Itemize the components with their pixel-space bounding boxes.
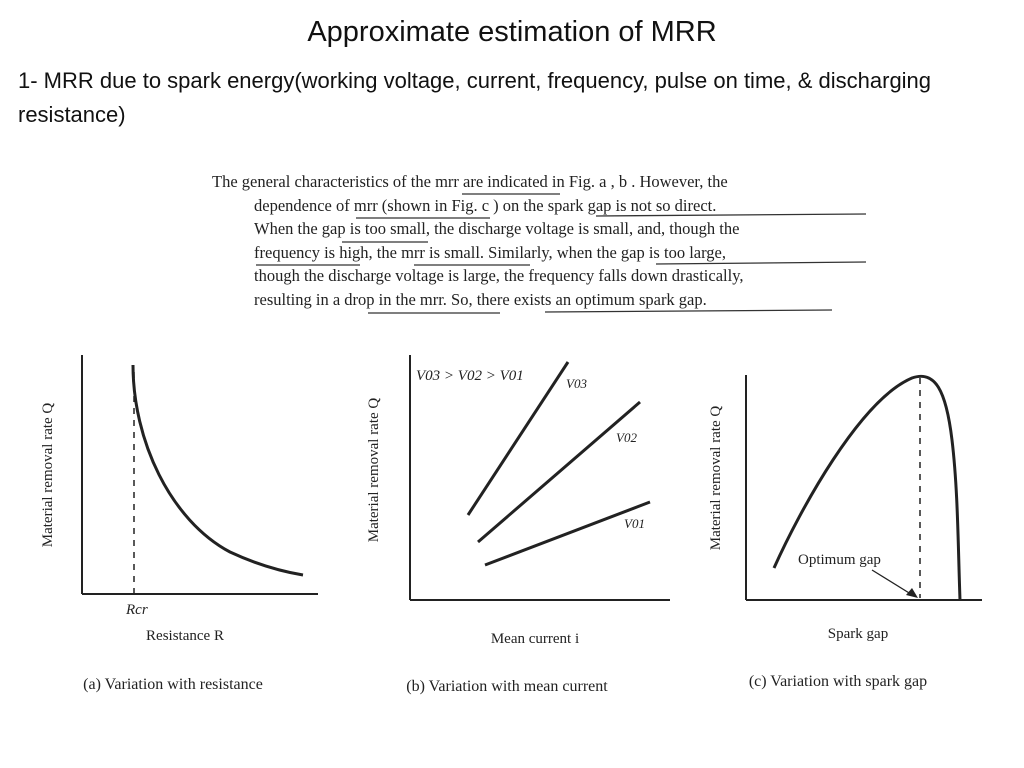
scan-underlines	[256, 193, 867, 314]
paragraph-line: frequency is high, the mrr is small. Sim…	[254, 242, 726, 262]
scanned-paragraph: The general characteristics of the mrr a…	[212, 170, 872, 311]
fig-b-ylabel: Material removal rate Q	[366, 398, 382, 543]
fig-a-rcr-label: Rcr	[125, 602, 148, 618]
fig-b-line-v03	[466, 361, 570, 516]
paragraph-line: resulting in a drop in the mrr. So, ther…	[254, 289, 707, 309]
figure-b: Material removal rate Q V03 > V02 > V01 …	[366, 355, 670, 695]
underline-mark	[544, 309, 833, 313]
fig-c-mrr-curve	[772, 374, 962, 601]
figure-a: Material removal rate Q Rcr Resistance R…	[40, 355, 318, 693]
paragraph-line: dependence of mrr (shown in Fig. c ) on …	[254, 195, 717, 215]
fig-b-legend: V03 > V02 > V01	[416, 368, 524, 384]
fig-c-optimum-arrow	[871, 569, 915, 597]
slide-title: Approximate estimation of MRR	[307, 16, 717, 48]
fig-c-ylabel: Material removal rate Q	[708, 406, 724, 551]
slide-subtitle: 1- MRR due to spark energy(working volta…	[18, 68, 932, 127]
paragraph-line: When the gap is too small, the discharge…	[254, 219, 740, 238]
fig-b-caption: (b) Variation with mean current	[406, 678, 608, 695]
fig-b-label-v02: V02	[616, 430, 637, 445]
fig-b-label-v01: V01	[624, 516, 645, 531]
paragraph-line: The general characteristics of the mrr a…	[212, 172, 728, 191]
fig-b-line-v02	[477, 400, 641, 544]
fig-b-line-v01	[484, 500, 651, 567]
fig-b-label-v03: V03	[566, 376, 587, 391]
underline-mark	[655, 261, 867, 265]
fig-a-mrr-curve	[131, 364, 304, 577]
fig-a-caption: (a) Variation with resistance	[83, 676, 263, 693]
fig-b-xlabel: Mean current i	[491, 631, 579, 647]
fig-c-arrowhead	[906, 588, 918, 598]
fig-c-caption: (c) Variation with spark gap	[749, 673, 927, 690]
paragraph-line: though the discharge voltage is large, t…	[254, 266, 744, 285]
fig-a-ylabel: Material removal rate Q	[40, 403, 56, 548]
fig-a-xlabel: Resistance R	[146, 628, 224, 644]
fig-c-xlabel: Spark gap	[828, 626, 888, 642]
figure-c: Material removal rate Q Optimum gap Spar…	[708, 374, 982, 690]
underline-mark	[595, 213, 867, 217]
fig-c-annotation: Optimum gap	[798, 552, 881, 568]
